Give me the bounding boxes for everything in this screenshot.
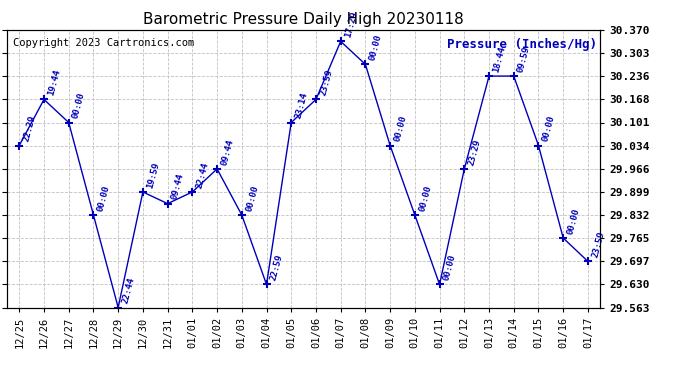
Text: 00:00: 00:00 xyxy=(541,114,557,143)
Text: 00:00: 00:00 xyxy=(244,184,260,212)
Text: 22:29: 22:29 xyxy=(22,114,37,143)
Text: 09:44: 09:44 xyxy=(219,138,235,166)
Text: 00:00: 00:00 xyxy=(442,254,457,282)
Text: 22:59: 22:59 xyxy=(269,254,285,282)
Text: Copyright 2023 Cartronics.com: Copyright 2023 Cartronics.com xyxy=(13,38,194,48)
Text: Pressure (Inches/Hg): Pressure (Inches/Hg) xyxy=(447,38,598,51)
Text: 00:00: 00:00 xyxy=(393,114,408,143)
Text: 00:00: 00:00 xyxy=(368,33,384,62)
Text: 18:44: 18:44 xyxy=(491,45,507,74)
Text: 22:44: 22:44 xyxy=(121,276,137,305)
Text: 19:44: 19:44 xyxy=(46,68,62,97)
Text: 00:00: 00:00 xyxy=(566,207,582,235)
Text: 23:59: 23:59 xyxy=(591,230,606,259)
Text: 00:00: 00:00 xyxy=(96,184,112,212)
Text: 23:29: 23:29 xyxy=(466,138,482,166)
Text: 19:59: 19:59 xyxy=(146,161,161,189)
Text: 17:29: 17:29 xyxy=(343,10,359,39)
Text: 09:44: 09:44 xyxy=(170,172,186,201)
Text: 00:00: 00:00 xyxy=(417,184,433,212)
Text: 00:00: 00:00 xyxy=(71,92,87,120)
Title: Barometric Pressure Daily High 20230118: Barometric Pressure Daily High 20230118 xyxy=(144,12,464,27)
Text: 09:59: 09:59 xyxy=(516,45,532,74)
Text: 22:44: 22:44 xyxy=(195,161,210,189)
Text: 23:59: 23:59 xyxy=(318,68,334,97)
Text: 23:14: 23:14 xyxy=(294,92,309,120)
